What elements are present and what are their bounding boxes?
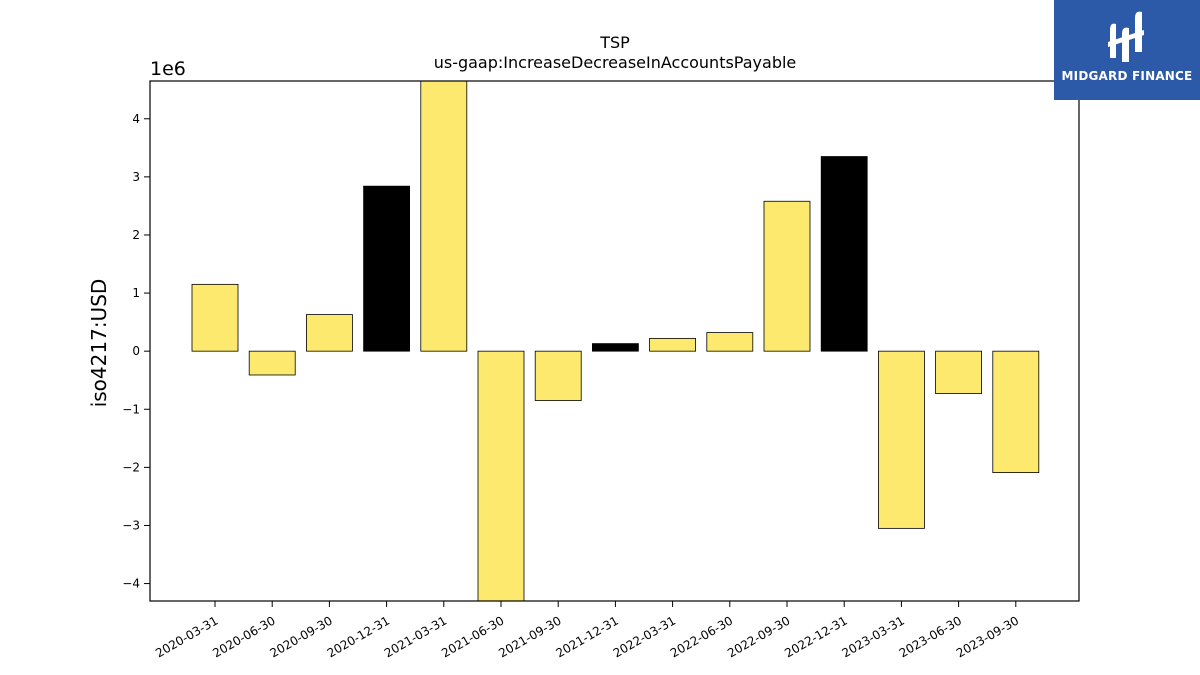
y-tick-label: 4 [132, 112, 140, 126]
y-scale-label: 1e6 [150, 58, 186, 80]
y-tick-label: −4 [122, 577, 140, 591]
bar-2022-09-30 [764, 201, 810, 351]
bar-2023-06-30 [936, 351, 982, 393]
x-tick-label: 2022-09-30 [725, 613, 792, 660]
y-tick-label: 2 [132, 228, 140, 242]
y-tick-label: 3 [132, 170, 140, 184]
y-tick-label: −1 [122, 402, 140, 416]
x-tick-label: 2020-12-31 [325, 613, 392, 660]
bars-group [192, 81, 1039, 601]
x-tick-label: 2021-09-30 [496, 613, 563, 660]
bar-2022-03-31 [650, 338, 696, 351]
bar-2021-06-30 [478, 351, 524, 601]
bar-2021-12-31 [592, 344, 638, 352]
bar-2023-09-30 [993, 351, 1039, 472]
x-tick-label: 2021-06-30 [439, 613, 506, 660]
bar-2023-03-31 [878, 351, 924, 528]
chart-subtitle: us-gaap:IncreaseDecreaseInAccountsPayabl… [434, 53, 797, 72]
y-axis-label: iso4217:USD [87, 279, 111, 408]
midgard-logo-icon [1102, 8, 1152, 70]
logo-text: MIDGARD FINANCE [1054, 69, 1200, 83]
x-tick-label: 2020-09-30 [267, 613, 334, 660]
bar-2021-09-30 [535, 351, 581, 400]
y-tick-label: −3 [122, 518, 140, 532]
bar-2020-03-31 [192, 284, 238, 351]
bar-2022-12-31 [821, 157, 867, 352]
chart-title: TSP [599, 33, 630, 52]
x-tick-label: 2021-03-31 [382, 613, 449, 660]
bar-2020-09-30 [306, 315, 352, 352]
y-tick-label: 0 [132, 344, 140, 358]
bar-2020-06-30 [249, 351, 295, 375]
bar-2022-06-30 [707, 333, 753, 352]
x-tick-label: 2021-12-31 [553, 613, 620, 660]
x-tick-label: 2020-03-31 [153, 613, 220, 660]
bar-chart: TSP us-gaap:IncreaseDecreaseInAccountsPa… [0, 0, 1200, 675]
x-tick-label: 2020-06-30 [210, 613, 277, 660]
x-tick-label: 2022-12-31 [782, 613, 849, 660]
y-tick-label: −2 [122, 460, 140, 474]
x-tick-label: 2022-06-30 [668, 613, 735, 660]
bar-2021-03-31 [421, 81, 467, 351]
x-ticks-group: 2020-03-312020-06-302020-09-302020-12-31… [153, 601, 1021, 660]
x-tick-label: 2022-03-31 [611, 613, 678, 660]
x-tick-label: 2023-06-30 [897, 613, 964, 660]
y-ticks-group: −4 −3 −2 −1 0 1 2 3 4 [122, 112, 150, 591]
midgard-finance-logo: MIDGARD FINANCE [1054, 0, 1200, 100]
plot-frame [150, 81, 1079, 601]
x-tick-label: 2023-09-30 [954, 613, 1021, 660]
bar-2020-12-31 [364, 186, 410, 351]
x-tick-label: 2023-03-31 [839, 613, 906, 660]
y-tick-label: 1 [132, 286, 140, 300]
